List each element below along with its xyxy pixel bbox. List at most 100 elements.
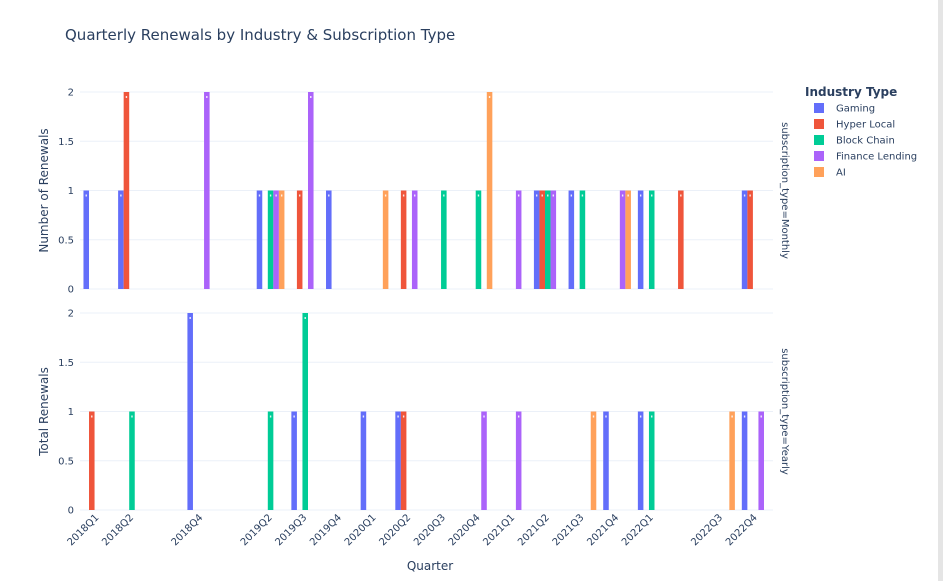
bar-block-chain-2019Q2[interactable] — [267, 411, 274, 511]
y-tick-label: 2 — [68, 309, 74, 320]
bar-marker — [547, 194, 549, 197]
bar-marker — [760, 415, 762, 418]
bar-marker — [125, 96, 128, 98]
bar-finance-lending-2019Q3[interactable] — [307, 92, 314, 289]
legend-item-block-chain[interactable]: Block Chain — [814, 135, 895, 147]
bar-marker — [91, 415, 93, 418]
bar-gaming-2022Q4[interactable] — [741, 411, 748, 511]
legend: Industry Type Gaming Hyper Local Block Chai… — [805, 85, 917, 179]
bar-gaming-2018Q1[interactable] — [83, 190, 90, 290]
legend-item-hyper-local[interactable]: Hyper Local — [814, 119, 895, 131]
y-tick-label: 1 — [68, 186, 74, 197]
bar-marker — [552, 194, 555, 197]
bar-block-chain-2020Q3[interactable] — [441, 190, 447, 290]
bar-finance-lending-2021Q2[interactable] — [550, 190, 557, 290]
legend-item-gaming[interactable]: Gaming — [814, 103, 875, 115]
bar-marker — [651, 415, 653, 418]
bar-marker — [397, 415, 399, 418]
bar-gaming-2022Q4[interactable] — [741, 190, 748, 290]
legend-label: Finance Lending — [836, 152, 917, 163]
bar-ai-2019Q2[interactable] — [278, 190, 285, 290]
bar-hyper-local-2020Q2[interactable] — [400, 411, 407, 511]
bar-gaming-2021Q2[interactable] — [533, 190, 540, 290]
bar-ai-2021Q3[interactable] — [590, 411, 597, 511]
x-tick-label: 2021Q4 — [585, 512, 621, 548]
bar-block-chain-2022Q1[interactable] — [648, 190, 655, 290]
x-tick-label: 2020Q2 — [377, 512, 413, 548]
y-tick-label: 0 — [68, 285, 74, 296]
bar-hyper-local-2020Q2[interactable] — [400, 190, 407, 290]
chart-title: Quarterly Renewals by Industry & Subscri… — [65, 26, 455, 44]
bar-finance-lending-2019Q2[interactable] — [273, 190, 279, 290]
bar-finance-lending-2022Q4[interactable] — [758, 411, 764, 511]
legend-label: Hyper Local — [836, 120, 895, 131]
bar-hyper-local-2021Q2[interactable] — [539, 190, 546, 290]
bar-gaming-2018Q2[interactable] — [118, 190, 124, 290]
legend-label: Block Chain — [836, 136, 895, 147]
bar-block-chain-2018Q2[interactable] — [129, 411, 135, 511]
bar-hyper-local-2022Q2[interactable] — [678, 190, 684, 290]
bar-gaming-2019Q2[interactable] — [256, 190, 263, 290]
bar-marker — [328, 194, 330, 197]
bar-block-chain-2022Q1[interactable] — [648, 411, 655, 511]
bar-marker — [535, 194, 538, 197]
bar-marker — [414, 194, 416, 197]
bar-hyper-local-2022Q4[interactable] — [747, 190, 753, 290]
bar-finance-lending-2021Q1[interactable] — [515, 411, 522, 511]
facet-label: subscription_type=Monthly — [779, 122, 790, 259]
bar-gaming-2018Q4[interactable] — [187, 313, 193, 510]
bar-marker — [592, 415, 595, 418]
right-edge-strip — [938, 0, 943, 581]
bar-hyper-local-2018Q2[interactable] — [123, 92, 130, 289]
bar-ai-2020Q1[interactable] — [382, 190, 389, 290]
bar-marker — [120, 194, 122, 197]
bar-marker — [743, 194, 746, 197]
bar-marker — [517, 415, 520, 418]
bar-finance-lending-2021Q1[interactable] — [515, 190, 522, 290]
bar-block-chain-2021Q2[interactable] — [545, 190, 551, 290]
bar-ai-2021Q4[interactable] — [625, 190, 631, 290]
x-axis-title: Quarter — [407, 559, 453, 573]
bar-gaming-2021Q3[interactable] — [568, 190, 575, 290]
bar-finance-lending-2020Q4[interactable] — [481, 411, 487, 511]
bar-marker — [402, 194, 405, 197]
bar-block-chain-2019Q2[interactable] — [267, 190, 274, 290]
bar-gaming-2019Q3[interactable] — [291, 411, 297, 511]
bar-ai-2022Q3[interactable] — [729, 411, 735, 511]
bar-gaming-2021Q4[interactable] — [603, 411, 609, 511]
legend-label: Gaming — [836, 104, 875, 115]
bar-marker — [275, 194, 277, 197]
y-axis-title: Total Renewals — [37, 367, 51, 457]
bar-marker — [402, 415, 405, 418]
bar-finance-lending-2020Q2[interactable] — [411, 190, 418, 290]
bar-gaming-2022Q1[interactable] — [637, 190, 644, 290]
bar-hyper-local-2019Q3[interactable] — [296, 190, 303, 290]
legend-label: AI — [836, 168, 846, 179]
bar-gaming-2020Q2[interactable] — [395, 411, 401, 511]
bar-marker — [280, 194, 283, 197]
bar-ai-2020Q4[interactable] — [486, 92, 493, 289]
x-tick-label: 2021Q1 — [481, 512, 517, 548]
bar-marker — [362, 415, 365, 418]
bar-marker — [570, 194, 573, 197]
bar-finance-lending-2018Q4[interactable] — [204, 92, 210, 289]
bar-marker — [517, 194, 520, 197]
y-tick-label: 0 — [68, 506, 74, 517]
bar-gaming-2022Q1[interactable] — [637, 411, 644, 511]
legend-item-ai[interactable]: AI — [814, 167, 846, 179]
bar-gaming-2019Q4[interactable] — [326, 190, 332, 290]
bar-block-chain-2021Q3[interactable] — [579, 190, 586, 290]
bar-hyper-local-2018Q1[interactable] — [89, 411, 95, 511]
bar-marker — [443, 194, 445, 197]
bar-block-chain-2019Q3[interactable] — [302, 313, 308, 510]
bar-block-chain-2020Q4[interactable] — [475, 190, 482, 290]
x-tick-label: 2021Q3 — [551, 512, 587, 548]
legend-item-finance-lending[interactable]: Finance Lending — [814, 151, 917, 163]
bar-finance-lending-2021Q4[interactable] — [619, 190, 626, 290]
bar-gaming-2020Q1[interactable] — [360, 411, 367, 511]
bar-marker — [627, 194, 629, 197]
legend-swatch — [814, 151, 824, 161]
legend-swatch — [814, 119, 824, 129]
bar-marker — [131, 415, 133, 418]
